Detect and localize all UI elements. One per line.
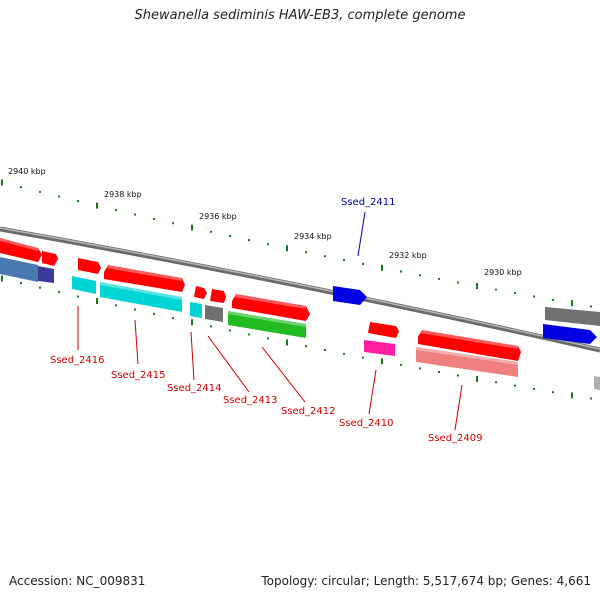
locus-label-sed2411: Ssed_2411 — [341, 197, 396, 208]
gene-feature[interactable] — [100, 282, 182, 312]
leader-line — [207, 335, 250, 393]
leader-line — [357, 211, 366, 257]
leader-line — [134, 319, 139, 365]
gene-feature[interactable] — [0, 238, 42, 262]
leader-line — [368, 369, 377, 415]
genome-backbone — [0, 226, 600, 353]
gene-feature[interactable] — [104, 265, 185, 292]
locus-label-sed2412: Ssed_2412 — [281, 406, 336, 417]
gene-feature[interactable] — [190, 302, 202, 318]
accession-label: Accession: NC_009831 — [9, 574, 146, 588]
scale-label: 2932 kbp — [389, 251, 427, 260]
genome-summary: Topology: circular; Length: 5,517,674 bp… — [261, 574, 591, 588]
gene-feature[interactable] — [78, 258, 101, 274]
gene-feature[interactable] — [0, 257, 38, 282]
locus-label-sed2415: Ssed_2415 — [111, 370, 166, 381]
gene-feature[interactable] — [418, 330, 521, 361]
gene-feature[interactable] — [416, 347, 518, 377]
locus-label-sed2413: Ssed_2413 — [223, 395, 278, 406]
scale-ring — [1, 179, 592, 400]
leader-line — [454, 384, 463, 431]
map-title: Shewanella sediminis HAW-EB3, complete g… — [134, 8, 466, 23]
gene-feature[interactable] — [368, 322, 399, 338]
gene-feature[interactable] — [594, 376, 600, 390]
gene-feature[interactable] — [42, 251, 58, 266]
gene-feature[interactable] — [205, 305, 223, 322]
leader-line — [190, 331, 195, 381]
leader-line — [261, 346, 306, 403]
scale-label: 2936 kbp — [199, 212, 237, 221]
gene-feature[interactable] — [543, 324, 597, 344]
locus-label-sed2416: Ssed_2416 — [50, 355, 105, 366]
scale-label: 2940 kbp — [8, 167, 46, 176]
gene-feature[interactable] — [545, 307, 600, 326]
gene-feature[interactable] — [194, 286, 207, 299]
gene-feature[interactable] — [232, 294, 310, 321]
gene-feature-sed2411[interactable] — [333, 286, 367, 305]
gene-feature[interactable] — [210, 289, 226, 303]
gene-feature[interactable] — [72, 276, 96, 294]
scale-label: 2930 kbp — [484, 268, 522, 277]
gene-feature[interactable] — [38, 266, 54, 283]
gene-feature[interactable] — [228, 311, 306, 338]
gene-feature[interactable] — [364, 340, 395, 356]
locus-label-sed2414: Ssed_2414 — [167, 383, 222, 394]
locus-label-sed2409: Ssed_2409 — [428, 433, 483, 444]
scale-label: 2938 kbp — [104, 190, 142, 199]
gene-track — [0, 238, 600, 390]
locus-label-sed2410: Ssed_2410 — [339, 418, 394, 429]
scale-label: 2934 kbp — [294, 232, 332, 241]
